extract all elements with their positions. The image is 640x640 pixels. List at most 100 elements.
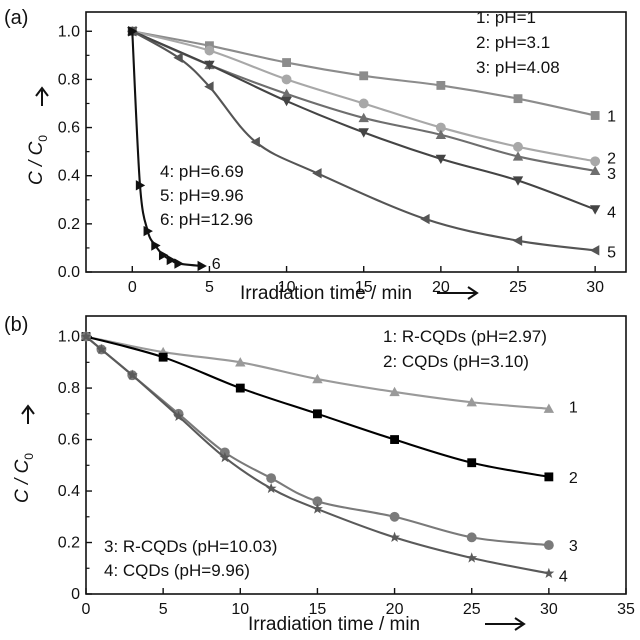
x-tick-label: 20 xyxy=(432,279,450,296)
data-point-3 xyxy=(466,532,477,543)
series-end-label-4: 4 xyxy=(559,568,568,585)
panel-b-end-labels: 1 2 34 xyxy=(559,400,578,586)
panel-b-ylabel-arrow xyxy=(21,404,35,424)
panel-b-label: (b) xyxy=(4,314,28,336)
data-point-1 xyxy=(389,386,400,397)
data-point-4 xyxy=(311,503,323,514)
series-line-6 xyxy=(131,31,202,268)
data-point-1 xyxy=(359,71,369,81)
x-tick-label: 10 xyxy=(278,279,296,296)
data-point-2 xyxy=(590,156,601,167)
data-point-4 xyxy=(126,369,138,380)
data-point-5 xyxy=(250,136,260,148)
data-point-1 xyxy=(235,357,246,367)
data-point-1 xyxy=(590,111,600,120)
data-point-4 xyxy=(204,60,215,71)
data-point-6 xyxy=(128,26,138,37)
series-line-4 xyxy=(85,335,550,575)
series-end-label-5: 5 xyxy=(607,244,616,261)
data-point-5 xyxy=(312,168,322,179)
data-point-5 xyxy=(204,81,214,92)
data-point-3 xyxy=(281,88,292,99)
data-point-4 xyxy=(95,343,107,355)
legend-entry-b3: 3: R-CQDs (pH=10.03) xyxy=(104,537,277,556)
data-point-4 xyxy=(358,128,369,138)
x-tick-label: 20 xyxy=(386,601,404,618)
data-point-1 xyxy=(543,403,555,413)
data-point-3 xyxy=(389,511,400,522)
data-point-4 xyxy=(435,154,447,165)
data-point-4 xyxy=(512,176,524,186)
data-point-5 xyxy=(589,245,600,256)
data-point-2 xyxy=(390,435,399,444)
data-point-6 xyxy=(143,225,153,237)
data-point-3 xyxy=(435,129,447,139)
data-point-2 xyxy=(513,141,523,152)
y-tick-label: 0 xyxy=(71,586,80,603)
series-6 xyxy=(128,26,207,272)
data-point-1 xyxy=(436,81,446,90)
data-point-6 xyxy=(151,240,161,251)
data-point-3 xyxy=(266,473,277,484)
panel-a-series xyxy=(127,26,601,272)
y-tick-label: 1.0 xyxy=(58,329,80,346)
data-point-2 xyxy=(281,74,292,85)
data-point-5 xyxy=(420,213,430,225)
series-end-label-2: 2 xyxy=(569,470,578,487)
data-point-1 xyxy=(466,397,477,407)
panel-a-ticks: 0 5 10 15 20 25 30 0.0 0.2 0.4 0.6 0.8 1.0 xyxy=(58,23,604,296)
y-tick-label: 0.2 xyxy=(58,216,80,233)
y-tick-label: 0.2 xyxy=(58,535,80,552)
y-tick-label: 0.4 xyxy=(58,168,80,185)
series-2 xyxy=(127,26,601,167)
data-point-4 xyxy=(389,531,401,542)
data-point-2 xyxy=(235,383,245,393)
y-tick-label: 0.6 xyxy=(58,432,80,449)
series-end-label-4: 4 xyxy=(607,204,616,221)
series-end-label-2: 2 xyxy=(607,150,616,167)
x-tick-label: 15 xyxy=(355,279,373,296)
panel-b-plot-frame xyxy=(85,315,627,595)
data-point-4 xyxy=(265,482,277,494)
series-line-5 xyxy=(131,30,596,252)
panel-a-plot-frame xyxy=(85,11,627,273)
panel-a-xlabel: Irradiation time / min xyxy=(240,283,412,304)
data-point-2 xyxy=(544,472,554,482)
series-5 xyxy=(127,26,600,256)
data-point-4 xyxy=(173,410,185,422)
data-point-6 xyxy=(135,180,146,191)
data-point-2 xyxy=(158,352,168,362)
series-end-label-6: 6 xyxy=(212,256,221,273)
legend-entry-a5: 5: pH=9.96 xyxy=(160,186,244,205)
data-point-5 xyxy=(512,235,523,246)
data-point-6 xyxy=(174,258,184,269)
panel-b-legend-bottom: 3: R-CQDs (pH=10.03) 4: CQDs (pH=9.96) xyxy=(104,537,277,580)
data-point-4 xyxy=(281,96,292,107)
x-tick-label: 0 xyxy=(128,279,137,296)
panel-a-label: (a) xyxy=(4,7,28,29)
data-point-2 xyxy=(313,409,322,419)
data-point-4 xyxy=(543,567,555,579)
x-tick-label: 0 xyxy=(82,601,91,618)
x-tick-label: 25 xyxy=(509,279,527,296)
legend-entry-a1: 1: pH=1 xyxy=(476,8,536,27)
x-tick-label: 30 xyxy=(540,601,558,618)
x-tick-label: 35 xyxy=(617,601,635,618)
legend-entry-a3: 3: pH=4.08 xyxy=(476,58,560,77)
y-tick-label: 0.8 xyxy=(58,380,80,397)
data-point-6 xyxy=(158,249,169,261)
data-point-3 xyxy=(589,165,601,176)
data-point-6 xyxy=(166,254,177,266)
panel-b-ylabel: C / C0 xyxy=(12,453,36,503)
data-point-2 xyxy=(204,45,215,56)
legend-entry-b2: 2: CQDs (pH=3.10) xyxy=(383,352,529,371)
x-tick-label: 5 xyxy=(205,279,214,296)
data-point-5 xyxy=(173,52,183,63)
data-point-1 xyxy=(513,94,523,104)
data-point-1 xyxy=(312,373,323,384)
y-tick-label: 0.0 xyxy=(58,264,80,281)
data-point-2 xyxy=(358,98,369,109)
legend-entry-a4: 4: pH=6.69 xyxy=(160,162,244,181)
data-point-2 xyxy=(435,122,446,133)
